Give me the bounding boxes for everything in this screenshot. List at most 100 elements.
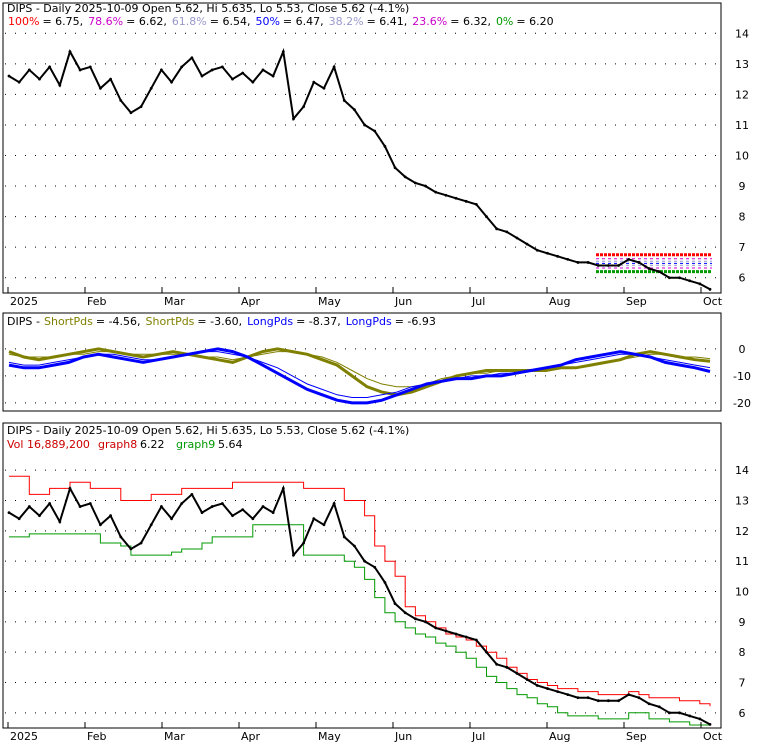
- price-point: [647, 267, 651, 270]
- y-tick-label: 13: [735, 495, 749, 508]
- y-tick-label: 13: [735, 58, 749, 71]
- price-point: [678, 276, 681, 280]
- x-tick-label: May: [318, 730, 341, 743]
- fib-legend-value: = 6.75,: [42, 15, 83, 28]
- y-tick-label: 9: [739, 616, 746, 629]
- price-point: [444, 193, 448, 197]
- price-point: [149, 523, 153, 527]
- price-point: [17, 517, 21, 521]
- x-tick-label: Jun: [394, 295, 412, 308]
- price-point: [525, 242, 529, 246]
- x-tick-label: Jul: [471, 730, 485, 743]
- price-point: [373, 565, 377, 569]
- price-point: [596, 699, 600, 703]
- price-point: [495, 227, 499, 231]
- y-tick-label: 8: [739, 646, 746, 659]
- y-tick-label: 6: [739, 272, 746, 285]
- price-point: [342, 99, 346, 102]
- price-point: [312, 517, 316, 521]
- price-point: [88, 65, 92, 69]
- pds-legend-value: = -3.60,: [197, 315, 242, 328]
- x-tick-label: 2025: [10, 730, 38, 743]
- y-tick-label: 8: [739, 211, 746, 224]
- fib-legend-label: 100%: [8, 15, 39, 28]
- x-tick-label: Feb: [87, 730, 106, 743]
- price-point: [363, 123, 366, 127]
- x-tick-label: Feb: [87, 295, 106, 308]
- price-point: [251, 80, 255, 84]
- volume-label: Vol 16,889,200: [7, 438, 90, 451]
- pds-legend-value: = -6.93: [395, 315, 436, 328]
- fib-legend-value: = 6.32,: [450, 15, 491, 28]
- band-panel-frame: [2, 422, 722, 729]
- price-point: [68, 50, 72, 54]
- x-tick-label: Sep: [626, 730, 647, 743]
- price-point: [332, 502, 336, 505]
- price-point: [149, 86, 153, 90]
- x-tick-label: May: [318, 295, 341, 308]
- price-point: [129, 111, 133, 115]
- price-point: [657, 705, 661, 709]
- price-point: [678, 711, 681, 715]
- price-point: [170, 80, 173, 84]
- price-point: [464, 635, 468, 639]
- graph8-value: 6.22: [140, 438, 165, 451]
- price-point: [688, 714, 692, 718]
- price-point: [708, 722, 712, 726]
- price-point: [434, 626, 438, 630]
- price-point: [251, 517, 255, 521]
- pds-legend-label: ShortPds: [146, 315, 195, 328]
- pds-y-ticks: 0 -10 -20: [733, 343, 751, 410]
- fib-legend-label: 38.2%: [329, 15, 364, 28]
- fib-legend-label: 23.6%: [412, 15, 447, 28]
- price-point: [241, 71, 245, 75]
- price-point: [139, 541, 143, 545]
- price-point: [607, 264, 610, 267]
- price-point: [271, 511, 275, 515]
- price-point: [38, 514, 41, 518]
- price-point: [556, 690, 560, 693]
- price-point: [292, 553, 295, 557]
- price-point: [535, 684, 539, 687]
- price-point: [546, 251, 549, 255]
- x-tick-label: Jun: [394, 730, 412, 743]
- price-point: [535, 248, 539, 252]
- price-point: [322, 86, 326, 90]
- price-point: [607, 699, 610, 703]
- fib-legend-value: = 6.20: [516, 15, 553, 28]
- price-series-lower: [7, 484, 712, 726]
- price-point: [332, 65, 336, 69]
- y-tick-label: 14: [735, 464, 749, 477]
- price-series: [7, 47, 712, 291]
- price-point: [180, 65, 184, 69]
- price-point: [383, 144, 387, 148]
- y-tick-label: 7: [739, 241, 746, 254]
- price-point: [657, 270, 661, 274]
- price-point: [617, 699, 620, 703]
- price-point: [7, 511, 11, 515]
- x-tick-label: Sep: [626, 295, 647, 308]
- graph8-label: graph8: [98, 438, 137, 451]
- y-tick-label: 10: [735, 586, 749, 599]
- fib-legend-value: = 6.47,: [283, 15, 324, 28]
- price-point: [190, 56, 194, 60]
- pds-series-line: [8, 351, 711, 398]
- x-tick-label: Aug: [549, 730, 570, 743]
- price-point: [210, 68, 214, 72]
- fib-legend-label: 61.8%: [172, 15, 207, 28]
- y-tick-label: 11: [735, 119, 749, 132]
- price-point: [403, 611, 407, 615]
- price-point: [38, 77, 41, 81]
- price-point: [58, 83, 62, 87]
- price-point: [210, 505, 214, 508]
- price-panel-frame: [2, 2, 722, 294]
- price-point: [17, 80, 21, 84]
- price-y-ticks: 6 7 8 9 10 11 12 13 14: [735, 27, 749, 284]
- price-point: [99, 523, 102, 527]
- band-series-line: [9, 475, 711, 707]
- price-point: [119, 99, 123, 102]
- price-point: [383, 581, 387, 584]
- price-point: [403, 175, 407, 179]
- price-point: [353, 544, 356, 548]
